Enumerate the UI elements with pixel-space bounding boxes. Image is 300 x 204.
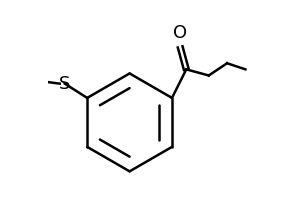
Text: S: S [59, 75, 70, 93]
Text: O: O [173, 24, 187, 42]
